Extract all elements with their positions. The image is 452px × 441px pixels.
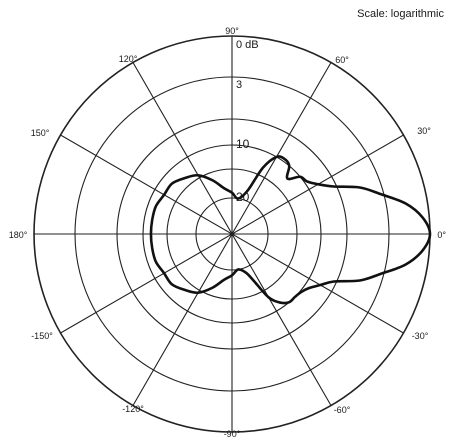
angle-tick-label: -150° (31, 331, 53, 341)
radial-tick-label: 3 (236, 79, 242, 91)
angle-tick-label: 150° (31, 128, 50, 138)
radial-tick-label: 0 dB (236, 39, 259, 51)
angle-tick-label: -30° (412, 331, 429, 341)
angle-tick-label: 60° (335, 55, 349, 65)
angle-tick-label: -90° (224, 429, 241, 439)
grid-spokes (34, 36, 430, 432)
angle-tick-labels: 0° 30° 60° 90° 120° 150° 180° -150° -120° -90° -60… (9, 26, 447, 439)
angle-tick-label: 0° (437, 230, 446, 240)
angle-tick-label: -60° (334, 405, 351, 415)
angle-tick-label: 180° (9, 230, 28, 240)
scale-note: Scale: logarithmic (357, 8, 444, 20)
radial-tick-label: 10 (236, 137, 250, 151)
series-layer (149, 155, 432, 305)
polar-pattern-series (149, 155, 432, 305)
angle-tick-label: 30° (417, 126, 431, 136)
angle-tick-label: 120° (119, 54, 138, 64)
angle-tick-label: -120° (122, 404, 144, 414)
grid-spoke (60, 134, 404, 334)
angle-tick-label: 90° (225, 26, 239, 36)
